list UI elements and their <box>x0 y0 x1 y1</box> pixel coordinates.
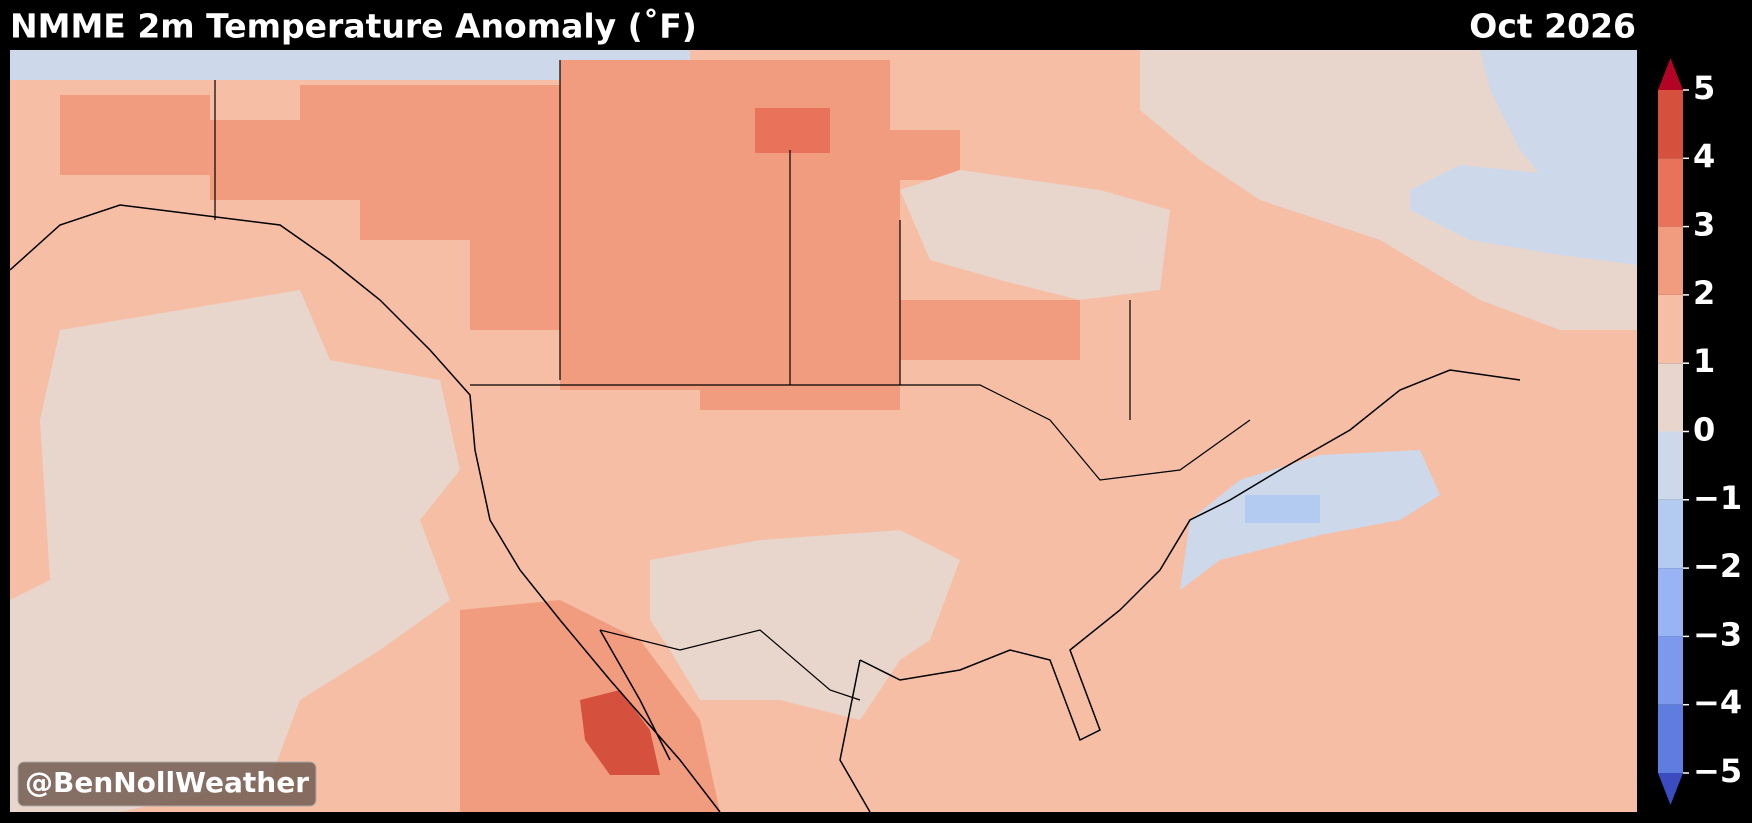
anomaly-field <box>755 108 830 153</box>
border <box>214 60 1131 420</box>
anomaly-field <box>10 290 460 812</box>
border <box>599 629 861 701</box>
title: NMME 2m Temperature Anomaly (˚F) <box>10 7 697 46</box>
colorbar-tick-label: −3 <box>1693 615 1742 653</box>
border <box>470 384 1251 481</box>
watermark-box <box>17 761 317 807</box>
watermark: @BenNollWeather <box>25 766 309 799</box>
anomaly-field <box>1480 50 1637 210</box>
colorbar-segment <box>1658 431 1683 500</box>
colorbar-segment <box>1658 499 1683 569</box>
coastline <box>839 659 871 812</box>
colorbar-tick-label: 0 <box>1693 411 1715 449</box>
colorbar-extend <box>1658 773 1683 805</box>
anomaly-field <box>1245 495 1320 523</box>
anomaly-field <box>580 690 660 775</box>
colorbar-tick-label: 2 <box>1693 274 1715 312</box>
colorbar-tick-label: −1 <box>1693 479 1742 517</box>
colorbar-segment <box>1658 363 1683 432</box>
colorbar-tick-label: −5 <box>1693 752 1742 790</box>
colorbar: 5 4 3 2 1 0 −1 −2 −3 −4 −5 <box>1658 58 1742 805</box>
colorbar-segment <box>1658 294 1683 364</box>
colorbar-segment <box>1658 568 1683 637</box>
colorbar-segment <box>1658 158 1683 227</box>
colorbar-segment <box>1658 636 1683 705</box>
anomaly-field <box>650 530 960 720</box>
coastline <box>10 204 721 812</box>
anomaly-field <box>10 50 690 80</box>
colorbar-tick-label: −2 <box>1693 547 1742 585</box>
colorbar-tick-label: 1 <box>1693 342 1715 380</box>
anomaly-field <box>900 170 1170 300</box>
colorbar-segment <box>1658 226 1683 295</box>
anomaly-field <box>1410 165 1637 265</box>
colorbar-extend <box>1658 58 1683 90</box>
colorbar-segment <box>1658 90 1683 159</box>
coastline <box>859 369 1521 742</box>
date: Oct 2026 <box>1469 7 1636 46</box>
colorbar-tick-label: 4 <box>1693 137 1715 175</box>
colorbar-tick-label: −4 <box>1693 684 1742 722</box>
map: @BenNollWeather <box>10 50 1637 812</box>
colorbar-segment <box>1658 704 1683 773</box>
colorbar-tick-label: 5 <box>1693 69 1715 107</box>
colorbar-tick-label: 3 <box>1693 206 1715 244</box>
coastline <box>599 629 671 761</box>
